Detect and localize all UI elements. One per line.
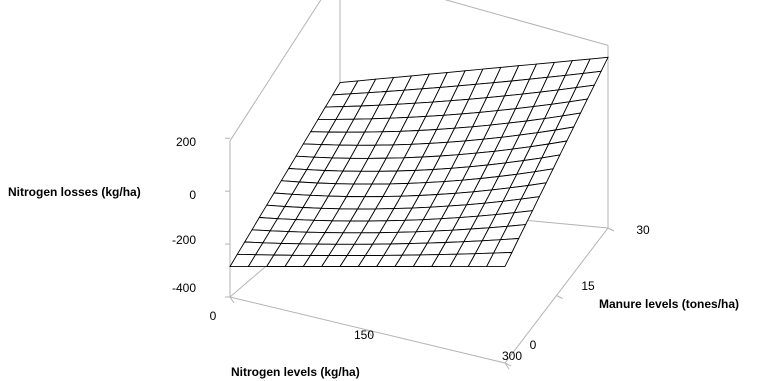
z-tick-neg400: -400 (172, 281, 196, 295)
y-tick-mark (607, 227, 615, 232)
surface-cell (485, 252, 513, 267)
frame-back-wall-top (444, 0, 609, 46)
y-tick-mark (504, 362, 512, 367)
y-tick-mark (556, 295, 563, 299)
y-tick-0: 0 (530, 338, 537, 352)
z-tick-0: 0 (189, 188, 196, 202)
z-tick-200: 200 (176, 135, 196, 149)
y-tick-15: 15 (581, 279, 595, 293)
x-tick-mark (229, 296, 235, 304)
x-tick-mark (504, 362, 510, 370)
frame-left-wall-top (229, 0, 322, 142)
x-tick-mark (367, 329, 372, 337)
z-axis-title: Nitrogen losses (kg/ha) (8, 185, 141, 199)
y-axis-title: Manure levels (tones/ha) (599, 297, 739, 311)
x-tick-300: 300 (502, 349, 522, 363)
x-tick-0: 0 (210, 309, 217, 323)
z-tick-neg200: -200 (172, 233, 196, 247)
x-axis-title: Nitrogen levels (kg/ha) (231, 365, 360, 379)
y-tick-30: 30 (636, 223, 650, 237)
surface-mesh (229, 56, 609, 268)
x-tick-150: 150 (354, 328, 374, 342)
